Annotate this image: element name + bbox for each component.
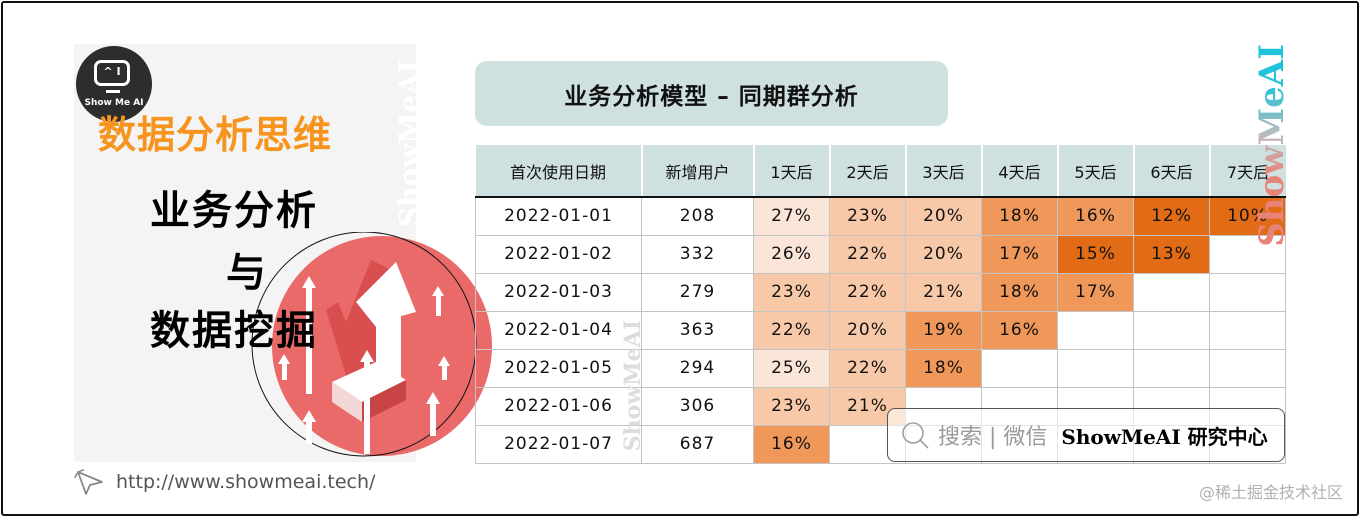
cell-date: 2022-01-06	[475, 386, 642, 426]
monitor-stand	[106, 90, 120, 93]
table-row: 2022-01-03 279 23% 22% 21% 18% 17%	[475, 272, 1286, 312]
main-title-line-2: 与	[226, 250, 268, 296]
cell-retention	[981, 348, 1058, 388]
table-row: 2022-01-01 208 27% 23% 20% 18% 16% 12% 1…	[475, 196, 1286, 236]
cell-retention: 20%	[905, 234, 982, 274]
cell-users: 294	[641, 348, 754, 388]
cell-retention: 23%	[753, 386, 830, 426]
cell-retention: 20%	[905, 196, 982, 236]
cell-retention	[1209, 348, 1286, 388]
cell-retention: 17%	[1057, 272, 1134, 312]
main-title-line-3: 数据挖掘	[150, 308, 318, 354]
cell-users: 208	[641, 196, 754, 236]
cell-retention: 17%	[981, 234, 1058, 274]
watermark-vertical-gradient: ShowMeAI	[1252, 44, 1292, 247]
cell-retention: 16%	[753, 424, 830, 464]
cell-users: 332	[641, 234, 754, 274]
cell-retention: 19%	[905, 310, 982, 350]
cell-retention: 16%	[981, 310, 1058, 350]
header-day-1: 1天后	[752, 145, 830, 198]
cell-retention	[1133, 272, 1210, 312]
cell-retention: 23%	[829, 196, 906, 236]
cell-retention: 18%	[981, 272, 1058, 312]
section-title-banner: 业务分析模型 – 同期群分析	[475, 61, 948, 126]
cell-date: 2022-01-01	[475, 196, 642, 236]
header-day-4: 4天后	[980, 145, 1058, 198]
cell-retention: 22%	[829, 234, 906, 274]
cell-retention	[1209, 310, 1286, 350]
robot-monitor-icon: ^ I	[94, 60, 130, 86]
header-day-2: 2天后	[828, 145, 906, 198]
cursor-pointer-icon	[74, 469, 103, 495]
logo-brand-text: Show Me AI	[84, 98, 144, 108]
watermark-vertical: ShowMeAI	[620, 320, 646, 452]
website-url[interactable]: http://www.showmeai.tech/	[116, 471, 376, 493]
cell-retention: 23%	[753, 272, 830, 312]
cell-users: 687	[641, 424, 754, 464]
cell-retention: 10%	[1209, 196, 1286, 236]
table-row: 2022-01-04 363 22% 20% 19% 16%	[475, 310, 1286, 350]
header-day-6: 6天后	[1132, 145, 1210, 198]
website-link-row[interactable]: http://www.showmeai.tech/	[72, 468, 375, 496]
cell-retention: 22%	[753, 310, 830, 350]
cell-retention	[1057, 310, 1134, 350]
wechat-search-badge: 搜索 | 微信 ShowMeAI 研究中心	[887, 408, 1285, 462]
cell-retention: 22%	[829, 348, 906, 388]
cohort-retention-table: 首次使用日期 新增用户 1天后 2天后 3天后 4天后 5天后 6天后 7天后 …	[475, 145, 1286, 464]
cell-retention: 18%	[981, 196, 1058, 236]
cell-retention	[1209, 234, 1286, 274]
main-title-line-1: 业务分析	[150, 188, 318, 234]
header-first-use-date: 首次使用日期	[475, 145, 642, 198]
header-new-users: 新增用户	[640, 145, 754, 198]
header-day-7: 7天后	[1208, 145, 1286, 198]
growth-arrows-illustration	[251, 232, 492, 457]
cell-retention: 15%	[1057, 234, 1134, 274]
search-prefix: 搜索 | 微信	[938, 425, 1048, 450]
cell-retention: 18%	[905, 348, 982, 388]
showmeai-logo: ^ I Show Me AI	[76, 46, 152, 122]
watermark-vertical: ShowMeAI	[393, 60, 426, 227]
cell-retention: 25%	[753, 348, 830, 388]
cell-retention	[1209, 272, 1286, 312]
cell-users: 306	[641, 386, 754, 426]
series-title: 数据分析思维	[98, 113, 333, 157]
table-row: 2022-01-02 332 26% 22% 20% 17% 15% 13%	[475, 234, 1286, 274]
search-icon	[902, 422, 929, 449]
cell-retention: 20%	[829, 310, 906, 350]
cell-retention: 16%	[1057, 196, 1134, 236]
cell-retention: 12%	[1133, 196, 1210, 236]
header-day-3: 3天后	[904, 145, 982, 198]
cell-users: 363	[641, 310, 754, 350]
cell-date: 2022-01-07	[475, 424, 642, 464]
cell-retention: 26%	[753, 234, 830, 274]
cell-retention	[1057, 348, 1134, 388]
cell-retention: 13%	[1133, 234, 1210, 274]
cell-retention: 27%	[753, 196, 830, 236]
section-title: 业务分析模型 – 同期群分析	[564, 83, 859, 110]
wechat-account-name: ShowMeAI 研究中心	[1061, 424, 1268, 449]
cell-retention	[1133, 310, 1210, 350]
cell-users: 279	[641, 272, 754, 312]
cell-retention	[1133, 348, 1210, 388]
cell-retention: 22%	[829, 272, 906, 312]
cell-retention: 21%	[905, 272, 982, 312]
table-row: 2022-01-05 294 25% 22% 18%	[475, 348, 1286, 388]
cell-date: 2022-01-03	[475, 272, 642, 312]
cell-date: 2022-01-05	[475, 348, 642, 388]
cell-date: 2022-01-02	[475, 234, 642, 274]
cell-date: 2022-01-04	[475, 310, 642, 350]
table-header-row: 首次使用日期 新增用户 1天后 2天后 3天后 4天后 5天后 6天后 7天后	[475, 145, 1286, 198]
footer-credit: @稀土掘金技术社区	[1198, 483, 1343, 502]
header-day-5: 5天后	[1056, 145, 1134, 198]
